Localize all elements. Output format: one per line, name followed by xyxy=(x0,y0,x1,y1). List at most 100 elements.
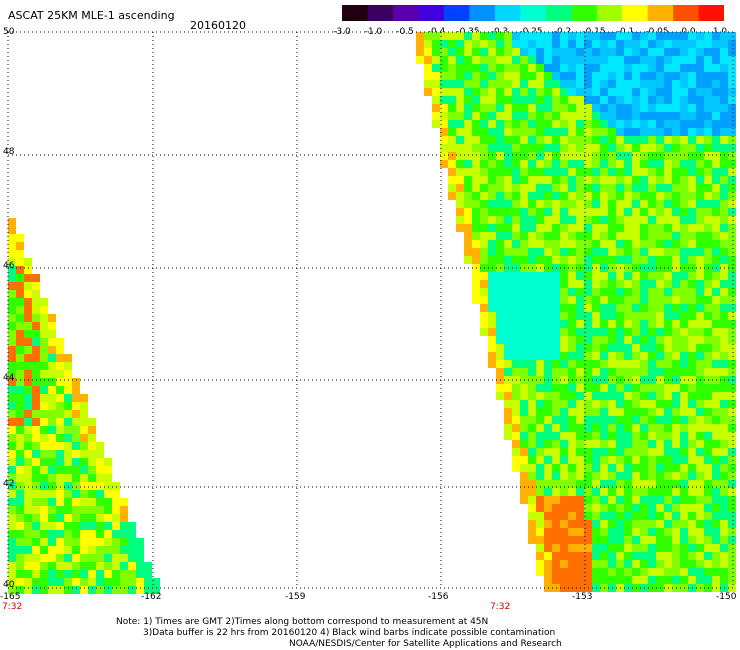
swath-cell xyxy=(40,578,48,586)
swath-cell xyxy=(80,402,88,410)
swath-cell xyxy=(56,546,64,554)
swath-cell xyxy=(704,152,712,160)
swath-cell xyxy=(680,384,688,392)
swath-cell xyxy=(568,272,576,280)
swath-cell xyxy=(448,104,456,112)
swath-cell xyxy=(544,152,552,160)
swath-cell xyxy=(504,240,512,248)
swath-cell xyxy=(568,144,576,152)
swath-cell xyxy=(496,192,504,200)
swath-cell xyxy=(704,128,712,136)
swath-cell xyxy=(96,482,104,490)
swath-cell xyxy=(632,64,640,72)
swath-cell xyxy=(72,434,80,442)
swath-cell xyxy=(504,88,512,96)
swath-cell xyxy=(48,562,56,570)
swath-cell xyxy=(48,498,56,506)
swath-cell xyxy=(720,256,728,264)
swath-cell xyxy=(704,40,712,48)
swath-cell xyxy=(600,384,608,392)
swath-cell xyxy=(552,528,560,536)
swath-cell xyxy=(64,530,72,538)
swath-cell xyxy=(528,520,536,528)
swath-cell xyxy=(552,272,560,280)
swath-cell xyxy=(704,64,712,72)
footer-note-line3: NOAA/NESDIS/Center for Satellite Applica… xyxy=(289,639,562,649)
swath-cell xyxy=(712,72,720,80)
swath-cell xyxy=(72,506,80,514)
swath-cell xyxy=(680,472,688,480)
swath-cell xyxy=(440,32,448,40)
swath-cell xyxy=(672,512,680,520)
swath-cell xyxy=(32,530,40,538)
swath-cell xyxy=(632,296,640,304)
swath-cell xyxy=(512,432,520,440)
swath-cell xyxy=(512,128,520,136)
swath-cell xyxy=(504,224,512,232)
swath-cell xyxy=(496,232,504,240)
swath-cell xyxy=(16,258,24,266)
swath-cell xyxy=(576,416,584,424)
swath-cell xyxy=(600,496,608,504)
swath-cell xyxy=(728,560,736,568)
swath-cell xyxy=(600,120,608,128)
swath-cell xyxy=(576,288,584,296)
swath-cell xyxy=(712,184,720,192)
swath-cell xyxy=(600,544,608,552)
swath-cell xyxy=(32,586,40,594)
swath-cell xyxy=(488,128,496,136)
swath-cell xyxy=(648,200,656,208)
swath-cell xyxy=(72,418,80,426)
swath-cell xyxy=(656,336,664,344)
swath-cell xyxy=(520,328,528,336)
swath-cell xyxy=(520,456,528,464)
swath-cell xyxy=(32,426,40,434)
swath-cell xyxy=(640,384,648,392)
swath-cell xyxy=(704,520,712,528)
swath-cell xyxy=(72,426,80,434)
swath-cell xyxy=(48,442,56,450)
swath-cell xyxy=(712,56,720,64)
swath-cell xyxy=(504,216,512,224)
swath-cell xyxy=(576,240,584,248)
swath-cell xyxy=(704,88,712,96)
swath-cell xyxy=(656,288,664,296)
swath-cell xyxy=(552,120,560,128)
swath-cell xyxy=(728,464,736,472)
swath-cell xyxy=(8,322,16,330)
swath-cell xyxy=(88,426,96,434)
swath-cell xyxy=(592,208,600,216)
swath-cell xyxy=(592,552,600,560)
swath-cell xyxy=(696,112,704,120)
swath-cell xyxy=(456,88,464,96)
swath-cell xyxy=(16,474,24,482)
swath-cell xyxy=(496,224,504,232)
swath-cell xyxy=(600,224,608,232)
swath-cell xyxy=(16,562,24,570)
swath-cell xyxy=(560,208,568,216)
swath-cell xyxy=(696,312,704,320)
swath-cell xyxy=(560,448,568,456)
swath-cell xyxy=(680,280,688,288)
swath-cell xyxy=(656,496,664,504)
swath-cell xyxy=(672,328,680,336)
swath-cell xyxy=(680,32,688,40)
swath-cell xyxy=(640,256,648,264)
swath-cell xyxy=(480,48,488,56)
swath-cell xyxy=(568,72,576,80)
swath-cell xyxy=(704,304,712,312)
swath-cell xyxy=(512,88,520,96)
swath-cell xyxy=(696,360,704,368)
swath-cell xyxy=(440,40,448,48)
swath-cell xyxy=(24,402,32,410)
swath-cell xyxy=(720,280,728,288)
swath-cell xyxy=(608,216,616,224)
swath-cell xyxy=(616,368,624,376)
swath-cell xyxy=(16,506,24,514)
swath-cell xyxy=(728,112,736,120)
swath-cell xyxy=(56,394,64,402)
footer-note-line2: 3)Data buffer is 22 hrs from 20160120 4)… xyxy=(143,628,556,638)
swath-cell xyxy=(712,224,720,232)
swath-cell xyxy=(712,48,720,56)
swath-cell xyxy=(704,176,712,184)
